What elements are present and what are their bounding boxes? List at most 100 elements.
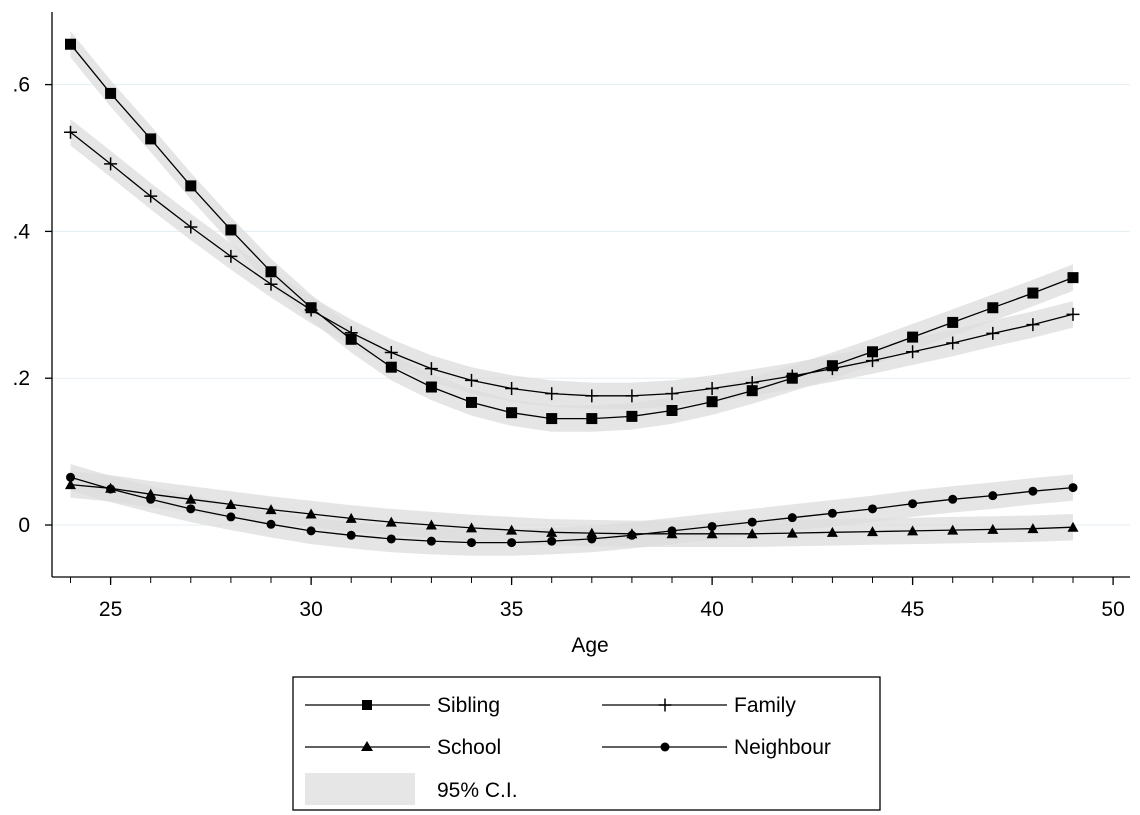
point-school-36 xyxy=(546,526,558,537)
point-school-28 xyxy=(225,498,237,509)
point-sibling-47 xyxy=(987,302,999,314)
point-family-43 xyxy=(825,362,839,376)
legend-marker-family xyxy=(658,698,672,712)
series-lines xyxy=(69,43,1074,544)
y-tick-label-1: .2 xyxy=(12,367,30,390)
point-family-38 xyxy=(625,389,639,403)
y-tick-label-2: .4 xyxy=(12,220,30,243)
point-family-49 xyxy=(1066,307,1080,321)
point-neighbour-31 xyxy=(346,530,356,540)
point-school-45 xyxy=(907,525,919,536)
point-school-40 xyxy=(706,528,718,539)
point-family-28 xyxy=(224,249,238,263)
point-sibling-24 xyxy=(65,38,76,50)
ticks: 0 .2 .4 .6 25 30 35 40 45 50 xyxy=(12,74,1124,621)
point-school-31 xyxy=(345,512,357,523)
point-sibling-28 xyxy=(225,224,237,236)
point-family-33 xyxy=(424,362,438,376)
point-sibling-34 xyxy=(466,396,477,408)
point-family-45 xyxy=(906,345,920,359)
point-family-37 xyxy=(585,389,599,403)
point-school-49 xyxy=(1067,521,1079,532)
point-sibling-35 xyxy=(506,407,518,419)
point-family-36 xyxy=(545,387,559,401)
point-neighbour-47 xyxy=(988,491,998,501)
point-school-48 xyxy=(1027,523,1039,534)
point-neighbour-44 xyxy=(868,504,877,514)
point-school-24 xyxy=(65,479,76,490)
point-school-29 xyxy=(265,504,277,515)
point-sibling-29 xyxy=(265,266,277,278)
point-sibling-40 xyxy=(706,396,718,408)
point-family-30 xyxy=(304,303,318,317)
point-school-35 xyxy=(506,524,518,535)
point-sibling-41 xyxy=(746,385,758,397)
point-family-41 xyxy=(745,376,759,390)
point-neighbour-42 xyxy=(787,513,797,523)
point-sibling-45 xyxy=(907,331,919,343)
series-line-neighbour xyxy=(70,476,1074,544)
point-neighbour-30 xyxy=(306,526,316,536)
legend-marker-sibling xyxy=(362,700,372,710)
point-sibling-44 xyxy=(867,346,878,358)
point-family-34 xyxy=(465,373,478,387)
series-markers xyxy=(64,38,1080,548)
point-neighbour-35 xyxy=(507,538,517,548)
point-school-43 xyxy=(826,526,838,537)
legend-swatch-ci xyxy=(305,773,415,805)
point-family-29 xyxy=(264,277,278,291)
point-sibling-25 xyxy=(105,87,117,99)
point-neighbour-33 xyxy=(426,536,436,546)
point-school-27 xyxy=(185,493,197,504)
point-neighbour-27 xyxy=(186,504,196,514)
point-school-37 xyxy=(586,527,598,538)
legend-entry-neighbour: Neighbour xyxy=(602,736,831,759)
point-family-46 xyxy=(946,336,960,350)
point-school-46 xyxy=(947,524,959,535)
point-neighbour-40 xyxy=(707,521,717,531)
point-sibling-26 xyxy=(145,133,157,145)
point-family-42 xyxy=(785,369,799,383)
point-sibling-33 xyxy=(425,381,437,393)
point-neighbour-41 xyxy=(747,517,757,527)
y-tick-label-3: .6 xyxy=(12,74,30,97)
legend-label-ci: 95% C.I. xyxy=(437,779,518,802)
axes xyxy=(51,12,1130,578)
legend-label-neighbour: Neighbour xyxy=(734,736,831,759)
ci-band-family xyxy=(70,119,1073,409)
point-neighbour-37 xyxy=(587,534,597,544)
point-sibling-31 xyxy=(345,333,357,345)
point-school-47 xyxy=(987,523,999,534)
point-neighbour-26 xyxy=(146,494,156,504)
series-line-school xyxy=(70,483,1074,535)
point-sibling-39 xyxy=(666,404,678,416)
point-sibling-32 xyxy=(385,361,397,373)
y-tick-label-0: 0 xyxy=(18,514,30,537)
point-sibling-27 xyxy=(185,180,197,192)
x-tick-label-5: 50 xyxy=(1101,598,1124,621)
point-family-32 xyxy=(384,346,398,360)
point-school-32 xyxy=(385,516,397,527)
point-family-40 xyxy=(705,381,719,395)
series-line-family xyxy=(70,131,1074,397)
point-neighbour-45 xyxy=(908,499,918,509)
point-family-31 xyxy=(344,326,358,340)
legend-label-sibling: Sibling xyxy=(437,694,500,717)
point-neighbour-29 xyxy=(266,519,276,529)
point-neighbour-39 xyxy=(667,526,677,536)
point-family-48 xyxy=(1026,318,1040,332)
point-neighbour-48 xyxy=(1028,486,1038,496)
x-tick-label-1: 30 xyxy=(299,598,322,621)
legend-entry-school: School xyxy=(305,736,501,759)
legend-label-family: Family xyxy=(734,694,796,717)
point-sibling-37 xyxy=(586,413,598,425)
legend-entry-sibling: Sibling xyxy=(305,694,500,717)
point-family-27 xyxy=(184,220,198,234)
legend-marker-neighbour xyxy=(660,742,670,752)
point-family-44 xyxy=(866,354,879,368)
point-neighbour-46 xyxy=(948,494,958,504)
point-sibling-48 xyxy=(1027,287,1039,299)
x-axis-title: Age xyxy=(571,634,608,657)
legend-entry-family: Family xyxy=(602,694,796,717)
point-school-34 xyxy=(466,522,477,533)
